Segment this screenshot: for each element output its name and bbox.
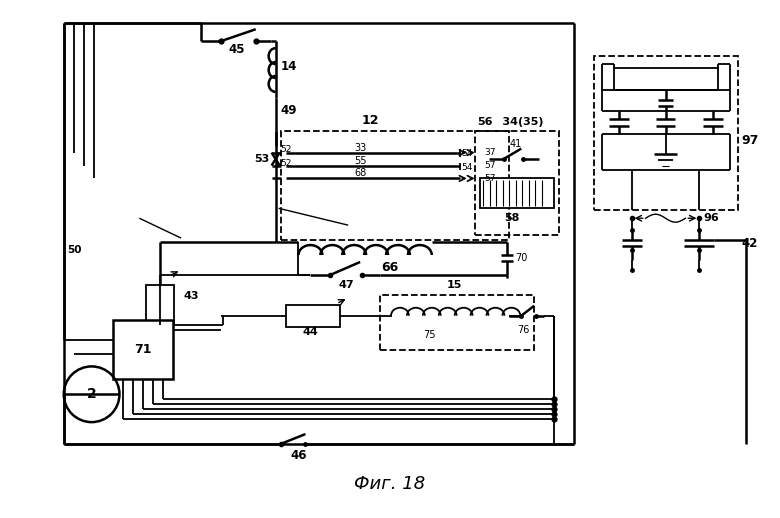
Text: 52: 52: [281, 159, 292, 168]
Text: 76: 76: [517, 325, 530, 335]
Text: Фиг. 18: Фиг. 18: [354, 475, 426, 493]
Text: 70: 70: [516, 253, 528, 263]
Text: 41: 41: [509, 139, 522, 149]
Text: 44: 44: [303, 327, 318, 337]
Text: 56: 56: [477, 117, 493, 127]
Text: 12: 12: [361, 114, 379, 127]
Text: 54: 54: [462, 149, 473, 158]
Text: 55: 55: [354, 155, 367, 166]
Text: 97: 97: [741, 134, 758, 147]
Text: 45: 45: [229, 42, 246, 55]
Text: 34(35): 34(35): [488, 117, 544, 127]
Text: 50: 50: [67, 245, 81, 255]
Text: 42: 42: [741, 237, 757, 250]
Bar: [147, 285, 174, 325]
Text: 66: 66: [381, 262, 399, 275]
Text: 53: 53: [254, 153, 269, 164]
Text: 14: 14: [281, 60, 297, 73]
Text: 75: 75: [424, 329, 436, 340]
Text: 57: 57: [484, 161, 496, 170]
Text: 47: 47: [339, 280, 354, 290]
Bar: [281, 131, 509, 240]
Bar: [614, 68, 718, 90]
Bar: [474, 131, 559, 235]
Text: 96: 96: [704, 213, 719, 223]
Text: 37: 37: [484, 148, 496, 157]
Text: 46: 46: [290, 450, 307, 463]
Bar: [114, 320, 173, 379]
Bar: [380, 295, 534, 350]
Text: 43: 43: [183, 291, 199, 301]
Bar: [480, 178, 554, 208]
Text: 58: 58: [505, 213, 520, 223]
Bar: [594, 56, 738, 210]
Text: 54: 54: [462, 163, 473, 172]
Text: 15: 15: [447, 280, 463, 290]
Bar: [285, 305, 340, 327]
Text: 71: 71: [135, 343, 152, 356]
Text: 33: 33: [354, 142, 367, 153]
Text: 49: 49: [281, 104, 297, 117]
Text: 57: 57: [484, 174, 496, 183]
Text: 68: 68: [354, 168, 367, 179]
Text: 52: 52: [281, 145, 292, 154]
Text: 2: 2: [87, 387, 97, 401]
